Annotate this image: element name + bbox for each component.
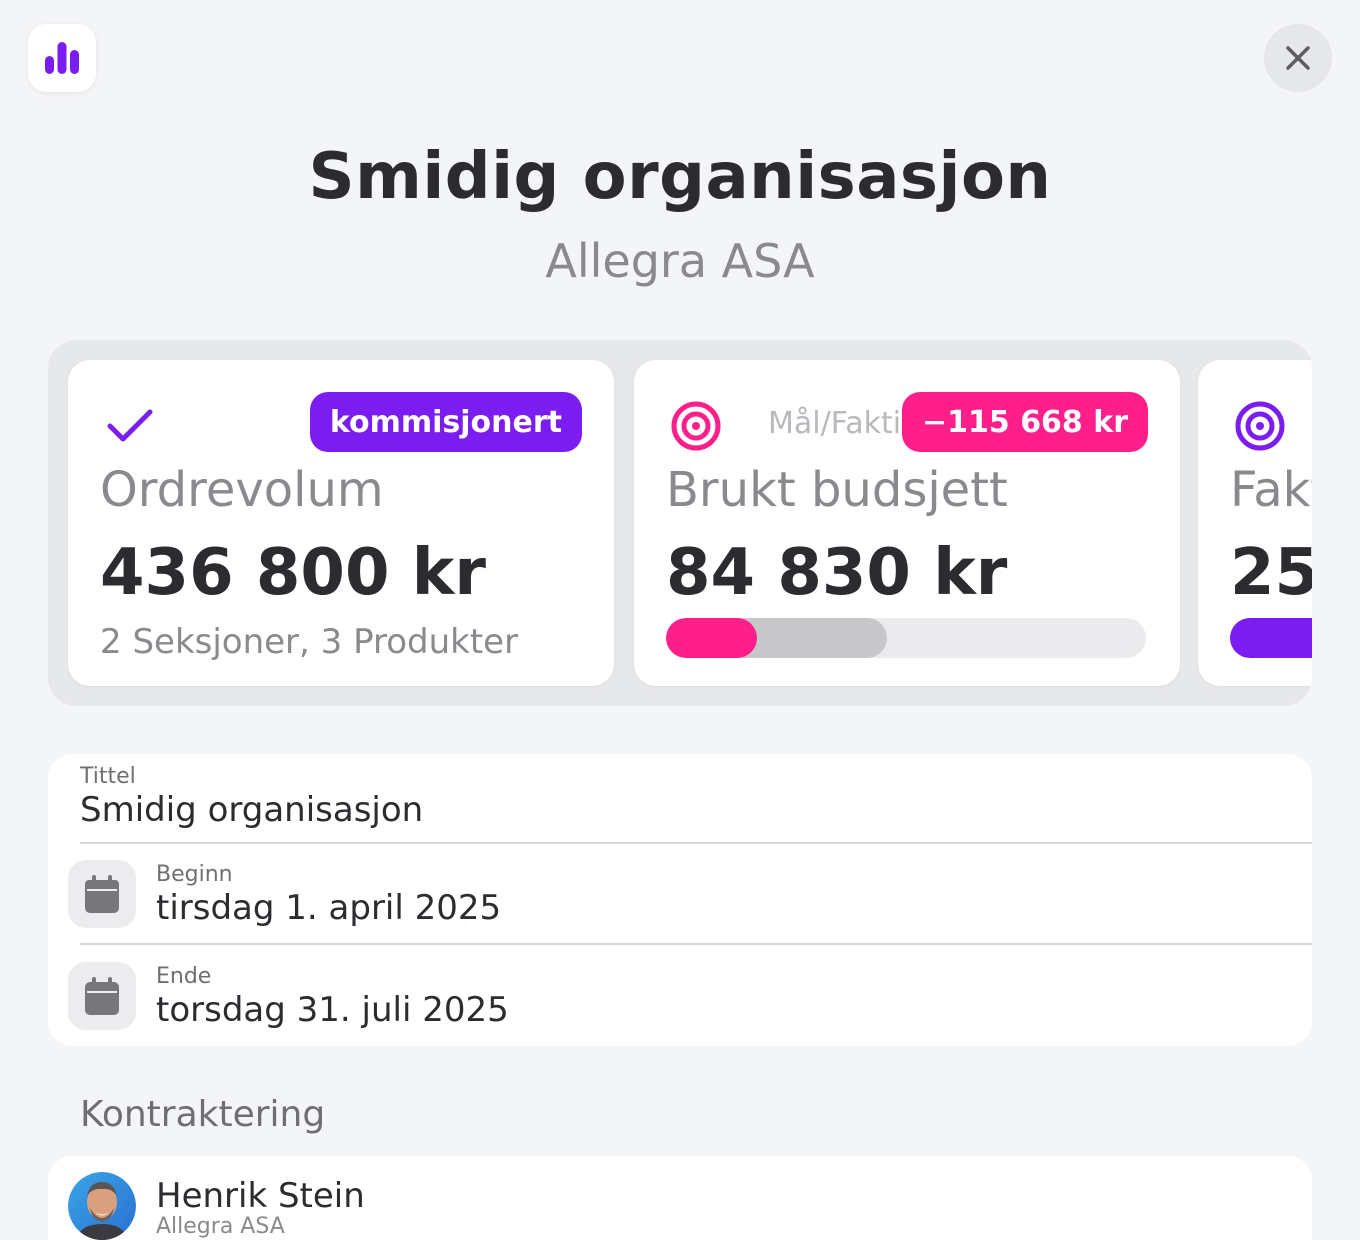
difference-badge: −115 668 kr — [901, 392, 1148, 452]
kpi-value: 25 — [1230, 536, 1312, 610]
kpi-label: Fakt — [1230, 462, 1312, 518]
close-icon — [1286, 46, 1310, 70]
end-date-field[interactable]: torsdag 31. juli 2025 — [156, 990, 509, 1030]
kpi-subtext: 2 Seksjoner, 3 Produkter — [100, 622, 519, 662]
divider — [80, 842, 1312, 844]
section-heading: Kontraktering — [80, 1094, 326, 1135]
start-date-label: Beginn — [156, 862, 233, 887]
bar-chart-icon — [45, 42, 79, 74]
kpi-card-brukt-budsjett[interactable]: Mål/Faktisk −115 668 kr Brukt budsjett 8… — [634, 360, 1180, 686]
budget-progress-bar — [666, 618, 1146, 658]
start-date-field[interactable]: tirsdag 1. april 2025 — [156, 888, 502, 928]
target-icon — [668, 398, 724, 454]
contact-name: Henrik Stein — [156, 1176, 365, 1216]
end-date-button[interactable] — [68, 962, 136, 1030]
kpi-card-ordrevolum[interactable]: kommisjonert Ordrevolum 436 800 kr 2 Sek… — [68, 360, 614, 686]
app-icon[interactable] — [28, 24, 96, 92]
target-icon — [1232, 398, 1288, 454]
page-title: Smidig organisasjon — [308, 140, 1052, 214]
divider — [80, 943, 1312, 945]
kpi-label: Brukt budsjett — [666, 462, 1008, 518]
contact-card[interactable]: Henrik Stein Allegra ASA — [48, 1156, 1312, 1240]
calendar-icon — [85, 977, 119, 1015]
title-field-label: Tittel — [80, 764, 136, 789]
calendar-icon — [85, 875, 119, 913]
kpi-value: 84 830 kr — [666, 536, 1008, 610]
title-field[interactable]: Smidig organisasjon — [80, 790, 424, 830]
start-date-button[interactable] — [68, 860, 136, 928]
kpi-value: 436 800 kr — [100, 536, 486, 610]
check-icon — [102, 398, 158, 454]
avatar — [68, 1172, 136, 1240]
kpi-label: Ordrevolum — [100, 462, 384, 518]
progress-fill — [666, 618, 758, 658]
progress-fill — [1230, 618, 1312, 658]
contact-company: Allegra ASA — [156, 1214, 285, 1239]
close-button[interactable] — [1264, 24, 1332, 92]
kpi-cards-carousel[interactable]: kommisjonert Ordrevolum 436 800 kr 2 Sek… — [48, 340, 1312, 706]
details-form: Tittel Smidig organisasjon Beginn tirsda… — [48, 754, 1312, 1046]
page-subtitle: Allegra ASA — [545, 234, 815, 288]
status-badge: kommisjonert — [309, 392, 582, 452]
kpi-card-faktura[interactable]: Fakt 25 — [1198, 360, 1312, 686]
end-date-label: Ende — [156, 964, 212, 989]
